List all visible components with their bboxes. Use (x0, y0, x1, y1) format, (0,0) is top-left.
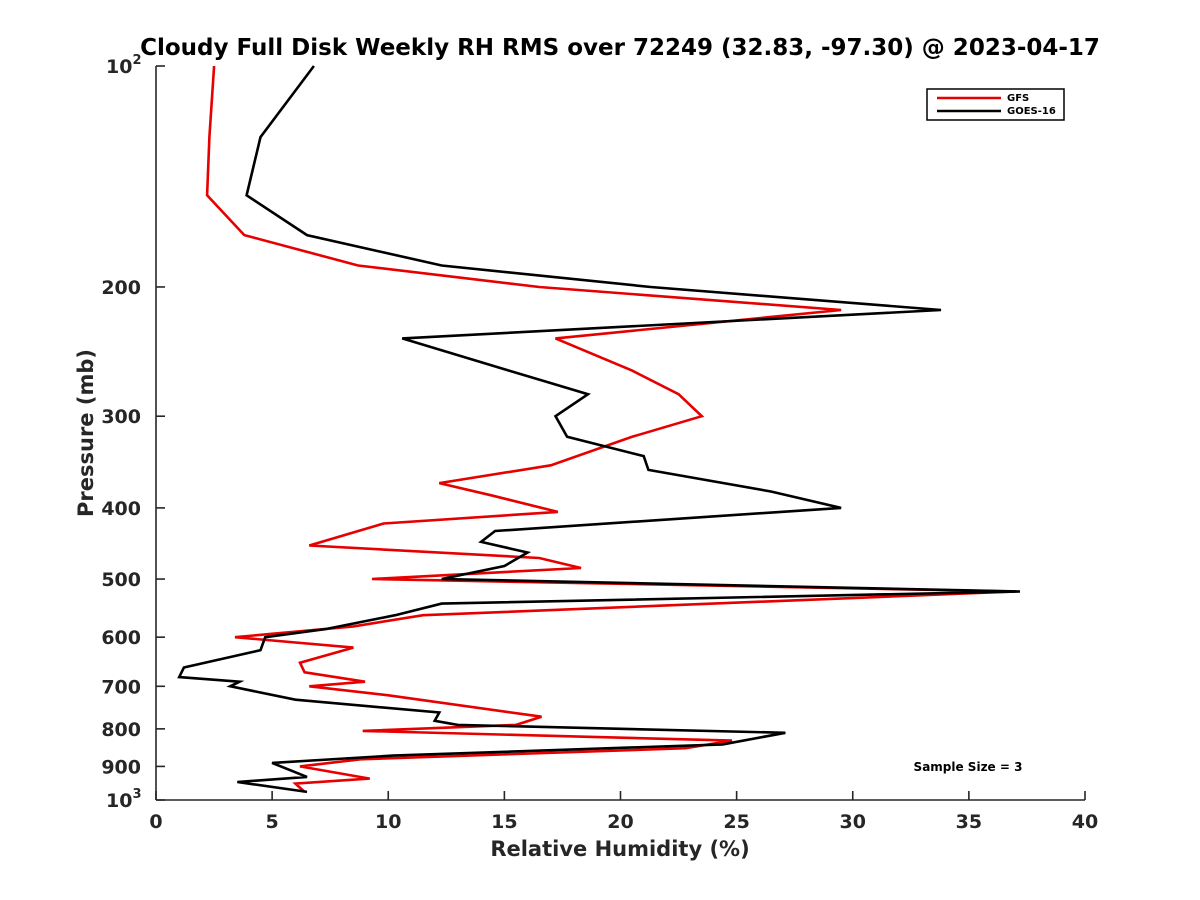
legend-label-goes-16: GOES-16 (1007, 106, 1056, 117)
x-tick-label: 30 (840, 811, 866, 833)
series-line-gfs (205, 65, 1016, 793)
y-tick-label: 900 (101, 756, 141, 778)
y-tick-label: 200 (101, 277, 141, 299)
chart-title: Cloudy Full Disk Weekly RH RMS over 7224… (140, 35, 1100, 61)
x-tick-label: 35 (956, 811, 982, 833)
x-tick-label: 10 (375, 811, 401, 833)
y-tick-label: 103 (106, 787, 142, 812)
x-tick-label: 5 (266, 811, 279, 833)
ticks-layer: 0 5 10 15 20 25 30 35 40 102 200 300 400 500 600 700 800… (101, 53, 1098, 833)
series-layer (177, 65, 1021, 794)
x-tick-label: 20 (607, 811, 633, 833)
x-tick-label: 0 (149, 811, 162, 833)
y-tick-label: 102 (106, 53, 142, 78)
y-tick-label: 800 (101, 719, 141, 741)
y-tick-label: 700 (101, 676, 141, 698)
x-tick-label: 25 (723, 811, 749, 833)
legend-label-gfs: GFS (1007, 93, 1029, 104)
x-tick-label: 15 (491, 811, 517, 833)
sample-size-annotation: Sample Size = 3 (914, 760, 1023, 774)
y-tick-label: 600 (101, 627, 141, 649)
y-axis-label: Pressure (mb) (74, 349, 98, 517)
x-tick-label: 40 (1072, 811, 1098, 833)
plot-area (156, 66, 1085, 800)
legend-box (926, 88, 1065, 121)
x-axis-label: Relative Humidity (%) (490, 837, 749, 861)
series-line-goes-16 (177, 65, 1021, 794)
y-tick-label: 300 (101, 406, 141, 428)
y-tick-label: 500 (101, 569, 141, 591)
legend: GFS GOES-16 (926, 88, 1065, 121)
y-tick-label: 400 (101, 498, 141, 520)
